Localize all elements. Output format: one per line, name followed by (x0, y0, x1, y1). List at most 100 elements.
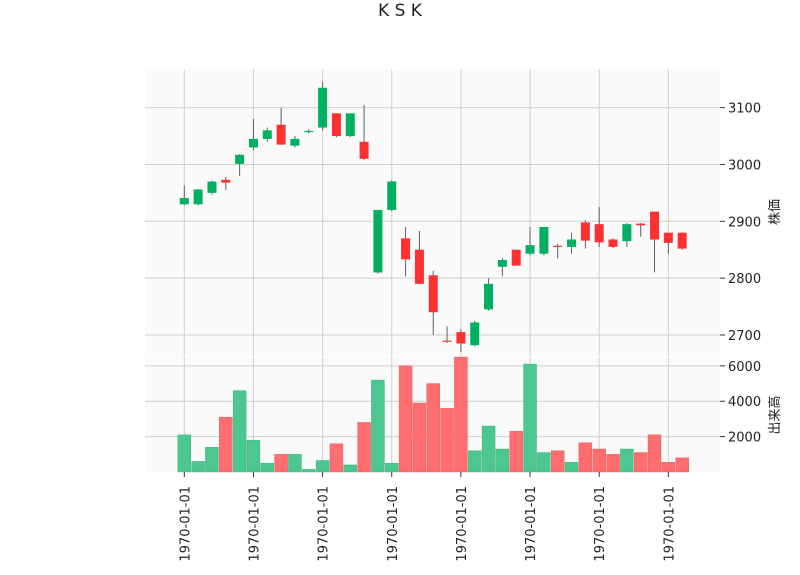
candles (179, 82, 687, 353)
candle-body (304, 130, 314, 133)
volume-bar (343, 464, 357, 473)
volume-bar (661, 462, 676, 473)
candle-body (248, 138, 258, 148)
x-tick-label: 1970-01-01 (662, 486, 677, 562)
volume-bar (468, 450, 482, 473)
volume-bar (219, 416, 233, 473)
candle-body (442, 340, 452, 342)
x-tick-label: 1970-01-01 (317, 486, 332, 562)
candle-body (608, 239, 618, 247)
x-tick-label: 1970-01-01 (524, 486, 539, 562)
volume-bar (274, 454, 288, 473)
candle-body (359, 141, 369, 159)
volume-bar (495, 448, 510, 473)
volume-bar (426, 383, 440, 473)
volume-bar (481, 425, 496, 473)
candle-body (428, 275, 438, 313)
volume-bar (537, 452, 551, 473)
candle-body (594, 224, 604, 243)
x-tick-label: 1970-01-01 (178, 486, 193, 562)
x-tick-label: 1970-01-01 (593, 486, 608, 562)
volume-bar (177, 434, 192, 473)
volume-tick-label: 2000 (728, 431, 761, 446)
candle-body (414, 249, 424, 284)
volume-bar (633, 452, 648, 473)
candle-body (318, 87, 328, 128)
volume-bar (592, 448, 606, 473)
volume-bar (329, 443, 344, 473)
volume-bar (302, 469, 316, 473)
x-tick-label: 1970-01-01 (247, 486, 262, 562)
candle-body (553, 245, 563, 247)
candle-body (221, 179, 231, 183)
candle-body (401, 238, 411, 260)
candle-body (663, 232, 673, 243)
candle-body (511, 249, 521, 266)
candle-body (470, 322, 480, 346)
price-tick-label: 2900 (728, 215, 761, 230)
price-axis: 2700 2800 2900 3000 3100 (720, 102, 761, 344)
candle-body (484, 283, 494, 310)
volume-bar (398, 365, 413, 473)
volume-tick-label: 6000 (728, 360, 761, 375)
candle-body (207, 181, 217, 193)
candle-body (622, 224, 632, 242)
candle-body (677, 232, 687, 249)
volume-bar (675, 457, 689, 473)
volume-bar (440, 408, 454, 473)
price-tick-label: 2800 (728, 272, 761, 287)
volume-bar (523, 363, 537, 473)
volume-bars (177, 356, 689, 473)
volume-bar (315, 460, 330, 473)
volume-bar (564, 462, 579, 473)
candle-body (525, 245, 535, 254)
volume-axis-label: 出来高 (767, 395, 783, 434)
candle-body (345, 113, 355, 137)
candle-body (580, 222, 590, 241)
candle-body (636, 223, 646, 226)
volume-bar (551, 450, 565, 473)
candle-body (262, 130, 272, 139)
price-tick-label: 3000 (728, 158, 761, 173)
candle-body (290, 138, 300, 146)
volume-bar (454, 356, 468, 473)
candle-body (456, 332, 466, 344)
volume-tick-label: 4000 (728, 395, 761, 410)
volume-bar (371, 379, 385, 473)
chart-title: K S K (378, 1, 423, 21)
volume-bar (412, 402, 427, 473)
volume-bar (246, 439, 261, 473)
candle-body (650, 211, 660, 240)
volume-axis: 2000 4000 6000 (720, 360, 761, 446)
volume-bar (509, 431, 523, 473)
volume-bar (606, 454, 620, 473)
price-tick-label: 3100 (728, 102, 761, 117)
volume-bar (288, 454, 302, 473)
price-axis-label: 株価 (768, 199, 783, 225)
price-panel-background (145, 69, 720, 356)
candle-body (276, 124, 286, 145)
volume-bar (205, 447, 219, 473)
volume-bar (357, 422, 371, 473)
volume-bar (260, 462, 274, 473)
candle-body (179, 198, 189, 205)
candle-body (539, 226, 549, 254)
candle-body (193, 189, 203, 205)
candle-body (497, 259, 507, 267)
candle-body (387, 181, 397, 210)
x-tick-label: 1970-01-01 (386, 486, 401, 562)
candle-body (567, 239, 577, 247)
x-axis: 1970-01-01 1970-01-01 1970-01-01 1970-01-01… (178, 472, 677, 562)
volume-bar (232, 390, 247, 473)
volume-bar (578, 442, 593, 473)
volume-bar (620, 448, 634, 473)
volume-bar (385, 462, 399, 473)
volume-bar (191, 461, 205, 473)
volume-bar (647, 434, 662, 473)
candle-body (235, 154, 245, 164)
x-tick-label: 1970-01-01 (455, 486, 470, 562)
candle-body (331, 113, 341, 137)
price-tick-label: 2700 (728, 329, 761, 344)
candle-body (373, 209, 383, 273)
